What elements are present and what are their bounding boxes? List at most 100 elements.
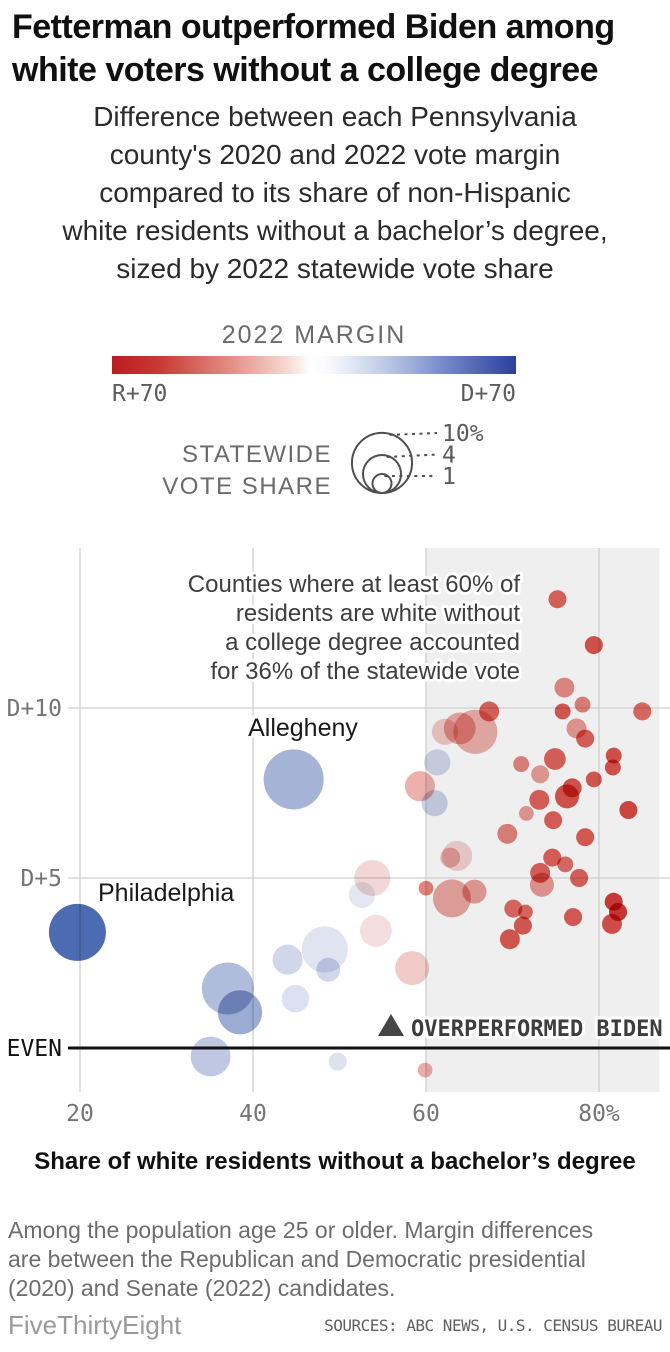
annotation-line: a college degree accounted (225, 629, 520, 656)
county-bubble (395, 951, 430, 986)
county-bubble (440, 847, 461, 868)
county-bubble (281, 984, 310, 1013)
county-bubble (462, 879, 487, 904)
county-bubble (424, 749, 451, 776)
county-bubble (604, 759, 621, 776)
county-bubble (272, 944, 303, 975)
county-bubble (554, 677, 575, 698)
county-bubble (619, 800, 638, 820)
brand-logo-text: FiveThirtyEight (8, 1310, 182, 1340)
color-legend-right-label: D+70 (461, 381, 516, 407)
shaded-band-60pct (426, 548, 660, 1092)
size-legend-value: 4 (442, 443, 456, 469)
county-bubble (190, 1036, 231, 1077)
county-bubble (421, 790, 448, 817)
subtitle-line: white residents without a bachelor’s deg… (62, 215, 608, 246)
subtitle-line: compared to its share of non-Hispanic (99, 177, 571, 208)
size-legend-circles: 10%41 (350, 421, 484, 495)
y-tick-label: EVEN (7, 1036, 62, 1062)
overperformed-annotation: OVERPERFORMED BIDEN (378, 1014, 666, 1045)
county-bubble (544, 811, 563, 830)
county-bubble (359, 914, 392, 947)
subtitle-line: Difference between each Pennsylvania (93, 101, 577, 132)
footnote: Among the population age 25 or older. Ma… (8, 1216, 664, 1303)
overperformed-label: OVERPERFORMED BIDEN (411, 1017, 663, 1042)
county-bubble (431, 718, 459, 745)
county-bubble (513, 916, 532, 935)
size-legend-value: 1 (442, 464, 456, 490)
x-tick-label: 20 (66, 1101, 94, 1127)
county-bubble (531, 765, 550, 784)
county-bubble (499, 929, 520, 950)
county-bubble (518, 806, 534, 821)
county-bubble (504, 899, 523, 918)
size-legend-leader-line (386, 453, 438, 458)
scatter-plot: 20 40 60 80% EVEN D+5 D+10 (7, 548, 670, 1127)
annotation-line: residents are white without (236, 600, 520, 627)
county-bubble (562, 778, 582, 798)
county-bubble (554, 703, 571, 720)
size-legend-leader-line (389, 432, 438, 436)
county-bubble (417, 1062, 433, 1078)
county-bubble-allegheny (263, 749, 324, 810)
county-bubble (605, 747, 622, 764)
annotation-line: Counties where at least 60% of (188, 571, 521, 598)
county-bubble (548, 590, 567, 609)
county-bubble (557, 856, 574, 873)
county-bubble (576, 729, 595, 748)
color-legend-gradient-bar (112, 356, 516, 374)
county-bubble (328, 1052, 347, 1071)
county-bubble (570, 868, 589, 888)
county-bubble (529, 789, 550, 810)
footnote-line: are between the Republican and Democrati… (8, 1246, 586, 1272)
annotation-line: for 36% of the statewide vote (210, 658, 520, 685)
county-bubble (530, 862, 551, 883)
color-legend-left-label: R+70 (112, 381, 167, 407)
county-bubble (432, 879, 471, 918)
footnote-line: Among the population age 25 or older. Ma… (8, 1217, 594, 1243)
county-label-allegheny: Allegheny (248, 714, 358, 742)
county-bubble (576, 828, 595, 847)
size-legend-label-1: STATEWIDE (182, 441, 332, 468)
overperformed-triangle-icon (378, 1014, 404, 1036)
county-bubble (316, 957, 341, 982)
size-legend-circle (371, 473, 393, 494)
county-bubble (544, 748, 566, 770)
county-bubble (479, 701, 500, 722)
county-bubble (543, 848, 562, 867)
sources-credit: SOURCES: ABC NEWS, U.S. CENSUS BUREAU (324, 1316, 662, 1335)
county-bubble (633, 702, 652, 721)
county-bubble (513, 756, 530, 773)
county-bubble (518, 904, 533, 920)
y-tick-label: D+10 (7, 696, 62, 722)
county-bubble (217, 990, 263, 1035)
county-bubble (564, 908, 583, 927)
county-bubble (497, 823, 518, 844)
band-annotation: Counties where at least 60% of residents… (185, 568, 524, 688)
county-bubble (585, 771, 602, 788)
x-tick-label: 40 (239, 1101, 267, 1127)
county-bubble (584, 636, 603, 655)
county-label-philadelphia: Philadelphia (98, 879, 234, 907)
x-tick-label: 60 (412, 1101, 440, 1127)
y-tick-label: D+5 (20, 866, 62, 892)
color-legend-title: 2022 MARGIN (222, 321, 407, 349)
county-bubble (609, 902, 628, 922)
footnote-line: (2020) and Senate (2022) candidates. (8, 1275, 396, 1301)
county-bubble (348, 881, 376, 909)
county-bubble (574, 696, 591, 713)
title-line-1: Fetterman outperformed Biden among (12, 8, 615, 46)
county-bubble (418, 880, 434, 896)
subtitle-line: sized by 2022 statewide vote share (116, 253, 554, 284)
size-legend-circle (350, 431, 414, 495)
page-title: Fetterman outperformed Biden among white… (12, 6, 658, 92)
size-legend-label-2: VOTE SHARE (162, 473, 332, 500)
page-subtitle: Difference between each Pennsylvania cou… (10, 98, 660, 288)
title-line-2: white voters without a college degree (12, 51, 599, 89)
size-legend-value: 10% (442, 421, 484, 447)
x-axis-title: Share of white residents without a bache… (34, 1148, 636, 1175)
x-tick-label: 80% (578, 1101, 620, 1127)
subtitle-line: county's 2020 and 2022 vote margin (109, 139, 561, 170)
